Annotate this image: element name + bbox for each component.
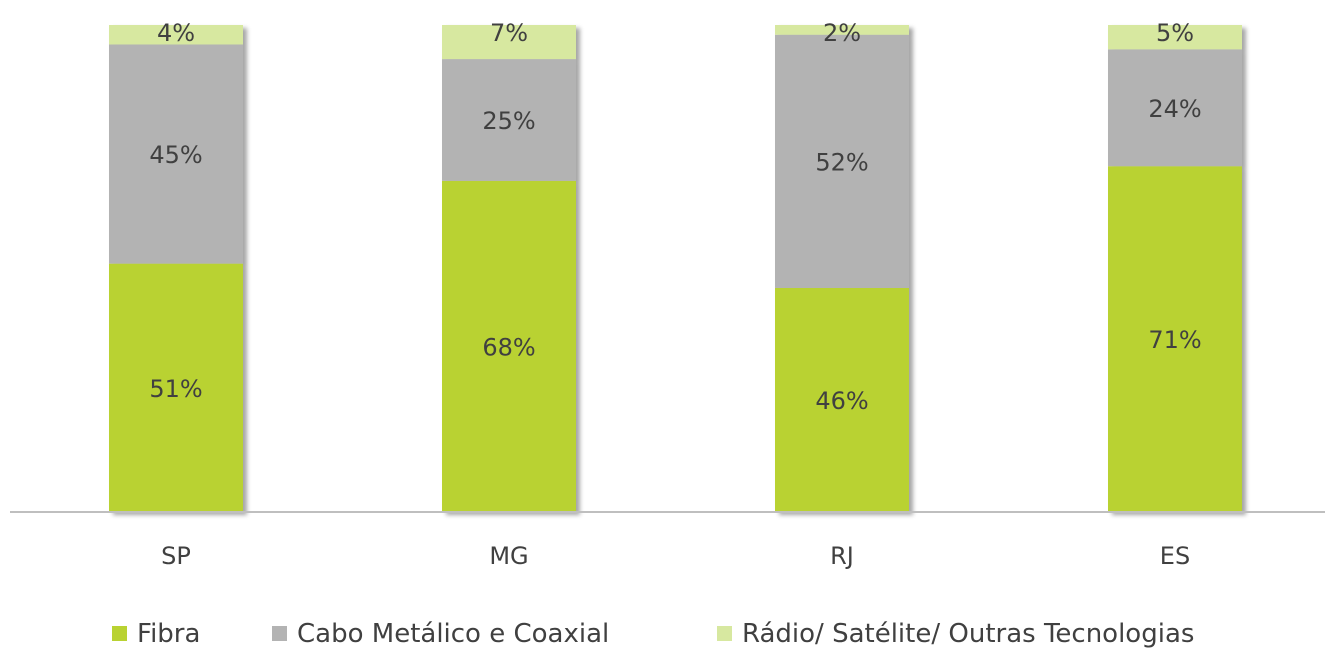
bar-segment-es-radio-satelite-outras-tecnologias (1108, 25, 1242, 50)
legend-swatch-fibra (112, 626, 127, 641)
bar-segment-es-fibra (1108, 166, 1242, 513)
legend-label-fibra: Fibra (137, 619, 200, 648)
category-label-es: ES (1160, 542, 1190, 570)
bar-stack-mg (442, 25, 576, 512)
category-label-rj: RJ (830, 542, 854, 570)
bar-segment-mg-cabo-metalico-e-coaxial (442, 59, 576, 181)
bar-segment-mg-fibra (442, 180, 576, 512)
bar-stack-es (1108, 25, 1242, 513)
bar-segment-sp-cabo-metalico-e-coaxial (109, 44, 243, 264)
data-label-es-cabo-metalico-e-coaxial: 24% (1148, 95, 1201, 123)
bar-segment-es-cabo-metalico-e-coaxial (1108, 49, 1242, 167)
category-labels-group: SP MG RJ ES (161, 542, 1190, 570)
legend-swatch-cabo-metalico-e-coaxial (272, 626, 287, 641)
data-label-sp-cabo-metalico-e-coaxial: 45% (149, 141, 202, 169)
data-label-sp-fibra: 51% (149, 375, 202, 403)
data-label-es-radio-satelite-outras-tecnologias: 5% (1156, 19, 1194, 47)
data-label-sp-radio-satelite-outras-tecnologias: 4% (157, 19, 195, 47)
data-label-rj-cabo-metalico-e-coaxial: 52% (815, 148, 868, 176)
legend-label-cabo-metalico-e-coaxial: Cabo Metálico e Coaxial (297, 619, 609, 648)
legend-label-radio-satelite-outras-tecnologias: Rádio/ Satélite/ Outras Tecnologias (742, 619, 1194, 648)
bar-stack-rj (775, 25, 909, 512)
bar-stack-sp (109, 25, 243, 512)
bars-group (109, 25, 1242, 513)
bar-segment-sp-fibra (109, 263, 243, 512)
bar-segment-mg-radio-satelite-outras-tecnologias (442, 25, 576, 60)
data-label-mg-cabo-metalico-e-coaxial: 25% (482, 107, 535, 135)
data-label-es-fibra: 71% (1148, 326, 1201, 354)
data-label-mg-fibra: 68% (482, 333, 535, 361)
data-label-mg-radio-satelite-outras-tecnologias: 7% (490, 19, 528, 47)
bar-segment-rj-cabo-metalico-e-coaxial (775, 34, 909, 288)
category-label-mg: MG (489, 542, 528, 570)
legend: Fibra Cabo Metálico e Coaxial Rádio/ Satél… (112, 619, 1194, 648)
bar-segment-rj-fibra (775, 287, 909, 512)
data-labels-group: 51% 45% 4% 68% 25% 7% 46% 52% 2% 71% 24% 5% (149, 19, 1201, 415)
legend-swatch-radio-satelite-outras-tecnologias (717, 626, 732, 641)
category-label-sp: SP (161, 542, 191, 570)
data-label-rj-radio-satelite-outras-tecnologias: 2% (823, 19, 861, 47)
bar-segment-rj-radio-satelite-outras-tecnologias (775, 25, 909, 35)
bar-segment-sp-radio-satelite-outras-tecnologias (109, 25, 243, 45)
data-label-rj-fibra: 46% (815, 387, 868, 415)
